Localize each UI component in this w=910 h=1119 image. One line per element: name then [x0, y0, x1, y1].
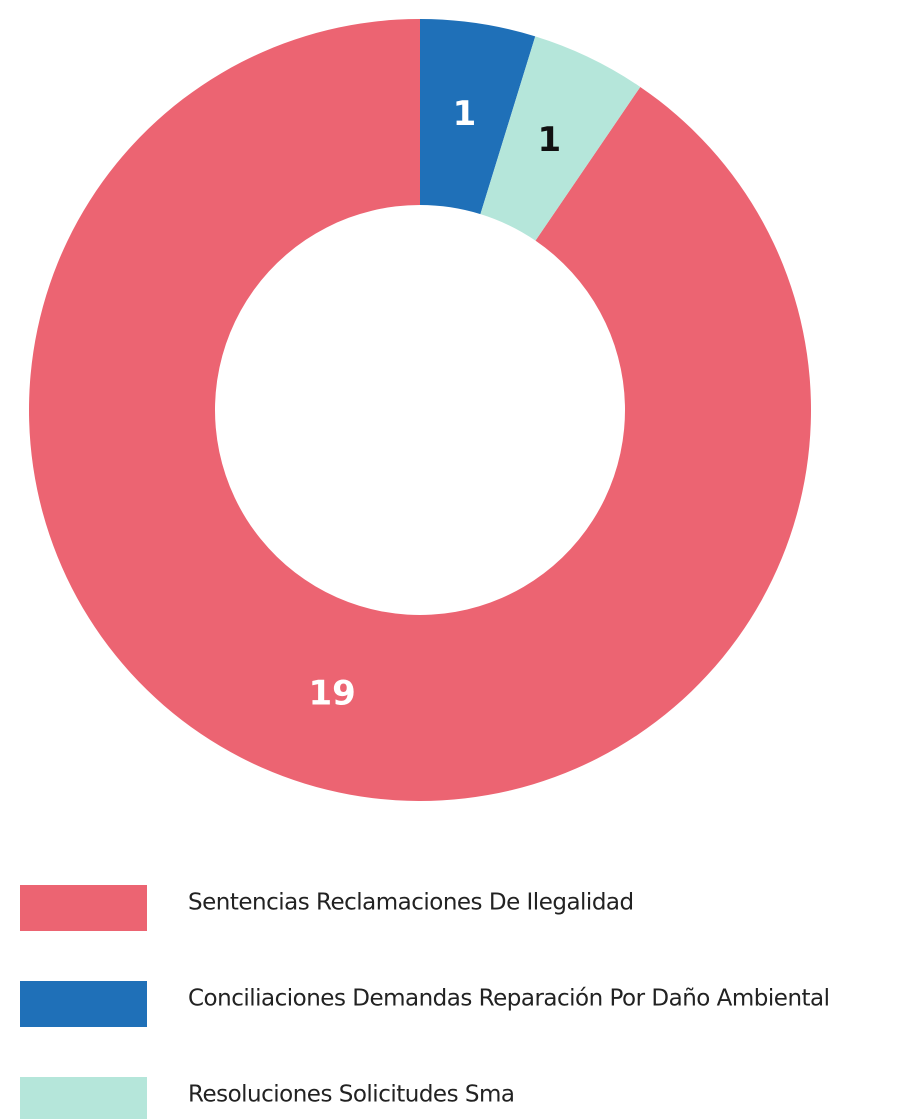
legend-label: Conciliaciones Demandas Reparación Por D…	[188, 986, 830, 1012]
legend-label: Resoluciones Solicitudes Sma	[188, 1082, 514, 1108]
legend-swatch	[20, 981, 147, 1027]
donut-slice	[480, 36, 641, 241]
donut-slice	[420, 19, 536, 215]
value-label: 1	[537, 120, 561, 160]
value-label: 19	[308, 673, 355, 713]
legend-swatch	[20, 885, 147, 931]
value-label: 1	[453, 94, 477, 134]
donut-slice	[28, 19, 811, 801]
legend-label: Sentencias Reclamaciones De Ilegalidad	[188, 890, 634, 916]
legend-swatch	[20, 1077, 147, 1119]
